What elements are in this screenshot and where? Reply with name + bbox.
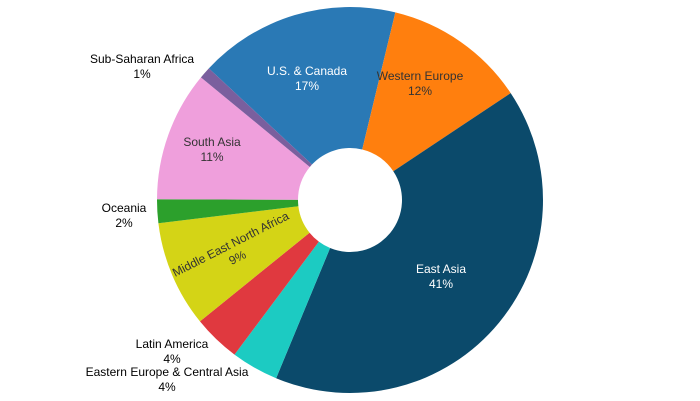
slice	[208, 6, 396, 165]
value-label: 4%	[158, 380, 176, 394]
category-label: East Asia	[416, 262, 466, 276]
value-label: 1%	[133, 67, 151, 81]
slice	[158, 206, 310, 322]
slice	[157, 199, 299, 224]
slice	[200, 68, 312, 167]
slice	[276, 93, 543, 393]
slice	[362, 12, 511, 172]
category-label: South Asia	[183, 135, 241, 149]
value-label: 41%	[429, 277, 453, 291]
slice	[157, 77, 310, 200]
category-label: Oceania	[102, 201, 147, 215]
value-label: 12%	[408, 84, 432, 98]
category-label: Latin America	[136, 337, 209, 351]
category-label: Western Europe	[377, 69, 464, 83]
slice	[234, 241, 331, 379]
category-label: Sub-Saharan Africa	[90, 52, 194, 66]
value-label: 2%	[115, 216, 133, 230]
slice	[199, 232, 319, 355]
category-label: Eastern Europe & Central Asia	[86, 365, 249, 379]
value-label: 17%	[295, 79, 319, 93]
category-label: U.S. & Canada	[267, 64, 347, 78]
value-label: 4%	[163, 352, 181, 366]
value-label: 11%	[200, 150, 223, 164]
